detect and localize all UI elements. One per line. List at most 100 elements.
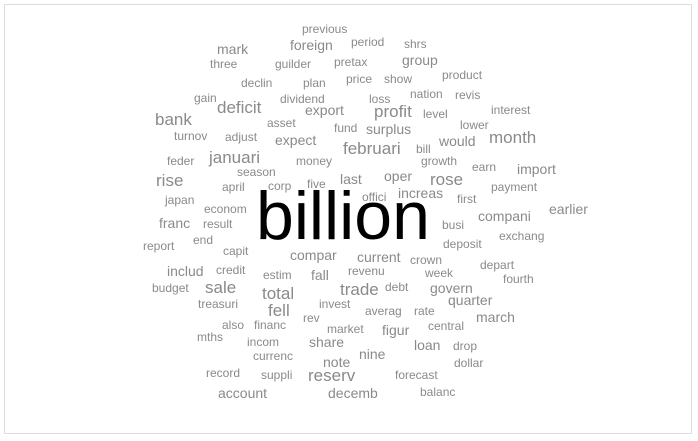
- word-group: group: [402, 52, 438, 68]
- word-crown: crown: [410, 253, 443, 267]
- word-export: export: [305, 102, 344, 118]
- word-report: report: [143, 239, 175, 253]
- word-balanc: balanc: [420, 385, 456, 399]
- word-budget: budget: [152, 281, 189, 295]
- word-period: period: [351, 35, 385, 49]
- word-loan: loan: [414, 337, 441, 353]
- word-exchang: exchang: [499, 229, 545, 243]
- word-compar: compar: [290, 247, 337, 263]
- word-market: market: [327, 322, 364, 336]
- word-show: show: [384, 72, 413, 86]
- word-shrs: shrs: [404, 37, 427, 51]
- word-share: share: [309, 334, 345, 350]
- word-season: season: [237, 165, 276, 179]
- word-fund: fund: [334, 121, 358, 135]
- word-result: result: [203, 217, 233, 231]
- word-cloud-frame: [4, 4, 692, 434]
- word-compani: compani: [478, 208, 531, 224]
- word-march: march: [476, 309, 515, 325]
- word-end: end: [193, 233, 214, 247]
- word-import: import: [517, 161, 556, 177]
- word-decemb: decemb: [328, 385, 378, 401]
- word-deficit: deficit: [217, 98, 262, 117]
- word-earlier: earlier: [549, 201, 588, 217]
- word-nation: nation: [410, 87, 443, 101]
- word-profit: profit: [374, 102, 412, 121]
- word-suppli: suppli: [261, 368, 293, 382]
- word-mths: mths: [197, 330, 224, 344]
- word-expect: expect: [275, 132, 317, 148]
- word-estim: estim: [263, 268, 292, 282]
- word-level: level: [423, 107, 448, 121]
- word-interest: interest: [491, 103, 531, 117]
- word-reserv: reserv: [308, 366, 356, 385]
- word-fell: fell: [268, 301, 290, 320]
- word-rose: rose: [430, 170, 464, 189]
- word-declin: declin: [241, 76, 273, 90]
- word-record: record: [206, 366, 241, 380]
- word-januari: januari: [209, 148, 261, 167]
- word-busi: busi: [442, 218, 465, 232]
- word-trade: trade: [340, 280, 379, 299]
- word-pretax: pretax: [334, 55, 368, 69]
- word-debt: debt: [385, 280, 409, 294]
- word-deposit: deposit: [443, 237, 482, 251]
- word-adjust: adjust: [225, 130, 258, 144]
- word-includ: includ: [167, 263, 204, 279]
- word-surplus: surplus: [366, 121, 412, 137]
- word-rise: rise: [156, 171, 184, 190]
- word-japan: japan: [165, 193, 195, 207]
- word-mark: mark: [217, 41, 249, 57]
- word-account: account: [218, 385, 268, 401]
- word-april: april: [222, 180, 245, 194]
- word-februari: februari: [343, 139, 401, 158]
- word-invest: invest: [319, 297, 351, 311]
- word-credit: credit: [216, 263, 246, 277]
- word-guilder: guilder: [275, 57, 312, 71]
- word-growth: growth: [421, 154, 458, 168]
- word-three: three: [210, 57, 238, 71]
- word-lower: lower: [460, 118, 489, 132]
- word-averag: averag: [365, 304, 402, 318]
- word-previous: previous: [302, 22, 348, 36]
- word-rev: rev: [303, 311, 320, 325]
- word-gain: gain: [194, 91, 217, 105]
- word-fall: fall: [311, 267, 329, 283]
- word-currenc: currenc: [253, 349, 294, 363]
- word-first: first: [457, 192, 477, 206]
- word-corp: corp: [268, 179, 292, 193]
- word-figur: figur: [382, 322, 410, 338]
- word-offici: offici: [362, 190, 387, 204]
- word-bill: bill: [416, 142, 431, 156]
- word-nine: nine: [359, 346, 386, 362]
- word-price: price: [346, 72, 373, 86]
- word-money: money: [296, 154, 333, 168]
- word-dollar: dollar: [454, 356, 484, 370]
- word-capit: capit: [223, 244, 249, 258]
- word-incom: incom: [247, 335, 280, 349]
- word-product: product: [442, 68, 483, 82]
- word-feder: feder: [167, 154, 195, 168]
- word-revis: revis: [455, 88, 481, 102]
- word-total: total: [262, 284, 295, 303]
- word-franc: franc: [159, 215, 191, 231]
- word-depart: depart: [480, 258, 515, 272]
- word-week: week: [425, 266, 454, 280]
- word-would: would: [439, 133, 476, 149]
- word-dividend: dividend: [280, 92, 325, 106]
- word-foreign: foreign: [290, 37, 333, 53]
- word-increas: increas: [398, 185, 444, 201]
- word-loss: loss: [369, 92, 391, 106]
- word-billion: billion: [256, 178, 430, 254]
- word-govern: govern: [430, 280, 473, 296]
- word-turnov: turnov: [174, 129, 208, 143]
- word-also: also: [222, 318, 245, 332]
- word-note: note: [323, 354, 351, 370]
- word-last: last: [340, 171, 362, 187]
- word-drop: drop: [453, 339, 478, 353]
- word-plan: plan: [303, 76, 326, 90]
- word-sale: sale: [205, 278, 237, 297]
- word-current: current: [357, 249, 401, 265]
- word-financ: financ: [254, 318, 287, 332]
